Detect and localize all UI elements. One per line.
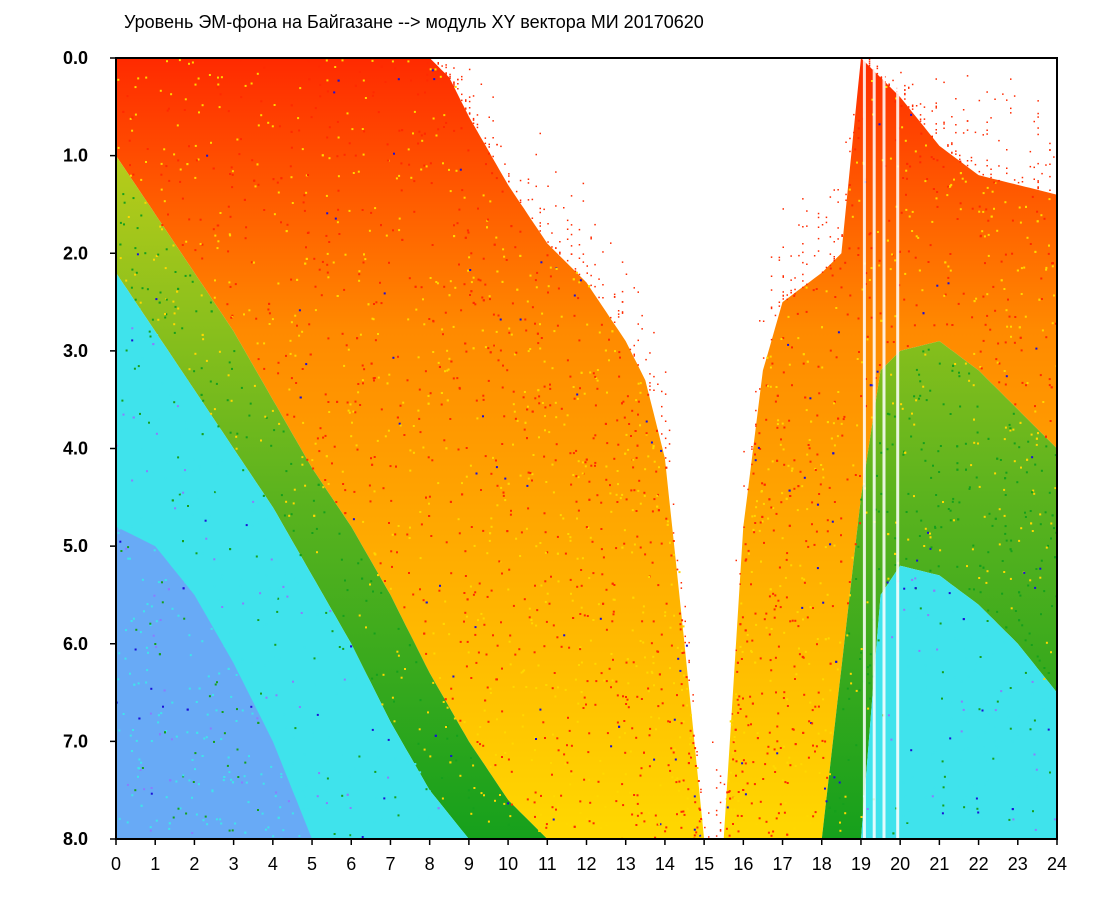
x-tick-label: 10 bbox=[498, 854, 518, 874]
x-tick-label: 24 bbox=[1047, 854, 1067, 874]
y-tick-label: 1.0 bbox=[63, 146, 88, 166]
band-green bbox=[116, 155, 1057, 839]
x-tick-label: 6 bbox=[346, 854, 356, 874]
x-tick-label: 9 bbox=[464, 854, 474, 874]
x-tick-label: 22 bbox=[969, 854, 989, 874]
x-tick-label: 4 bbox=[268, 854, 278, 874]
y-tick-label: 2.0 bbox=[63, 243, 88, 263]
x-tick-label: 15 bbox=[694, 854, 714, 874]
y-tick-label: 5.0 bbox=[63, 536, 88, 556]
x-tick-label: 19 bbox=[851, 854, 871, 874]
x-tick-label: 0 bbox=[111, 854, 121, 874]
x-tick-label: 14 bbox=[655, 854, 675, 874]
plot-area bbox=[116, 58, 1057, 839]
x-tick-label: 2 bbox=[189, 854, 199, 874]
band-cyan bbox=[116, 272, 1057, 839]
band-violet bbox=[116, 526, 312, 839]
x-tick-label: 11 bbox=[538, 854, 557, 874]
x-tick-label: 8 bbox=[425, 854, 435, 874]
y-tick-label: 7.0 bbox=[63, 731, 88, 751]
x-tick-label: 18 bbox=[812, 854, 832, 874]
x-tick-label: 20 bbox=[890, 854, 910, 874]
y-tick-label: 3.0 bbox=[63, 341, 88, 361]
sparse-red-points bbox=[437, 59, 1055, 839]
heatmap-field bbox=[116, 58, 1057, 839]
chart-title: Уровень ЭМ-фона на Байгазане --> модуль … bbox=[124, 12, 704, 32]
x-tick-label: 5 bbox=[307, 854, 317, 874]
x-tick-label: 1 bbox=[150, 854, 160, 874]
x-tick-label: 16 bbox=[733, 854, 753, 874]
y-tick-label: 0.0 bbox=[63, 48, 88, 68]
x-tick-label: 12 bbox=[576, 854, 596, 874]
y-tick-label: 4.0 bbox=[63, 439, 88, 459]
x-tick-label: 21 bbox=[929, 854, 949, 874]
x-tick-label: 7 bbox=[385, 854, 395, 874]
x-tick-label: 13 bbox=[616, 854, 636, 874]
band-red-yellow bbox=[116, 58, 1057, 839]
y-tick-label: 6.0 bbox=[63, 634, 88, 654]
y-tick-label: 8.0 bbox=[63, 829, 88, 849]
axes: 0 1 2 3 4 5 6 7 8 9 10 11 12 13 14 15 16 17 18 19 20 21 22 23 24… bbox=[63, 48, 1067, 874]
x-tick-label: 23 bbox=[1008, 854, 1028, 874]
x-tick-label: 17 bbox=[773, 854, 793, 874]
x-tick-label: 3 bbox=[229, 854, 239, 874]
